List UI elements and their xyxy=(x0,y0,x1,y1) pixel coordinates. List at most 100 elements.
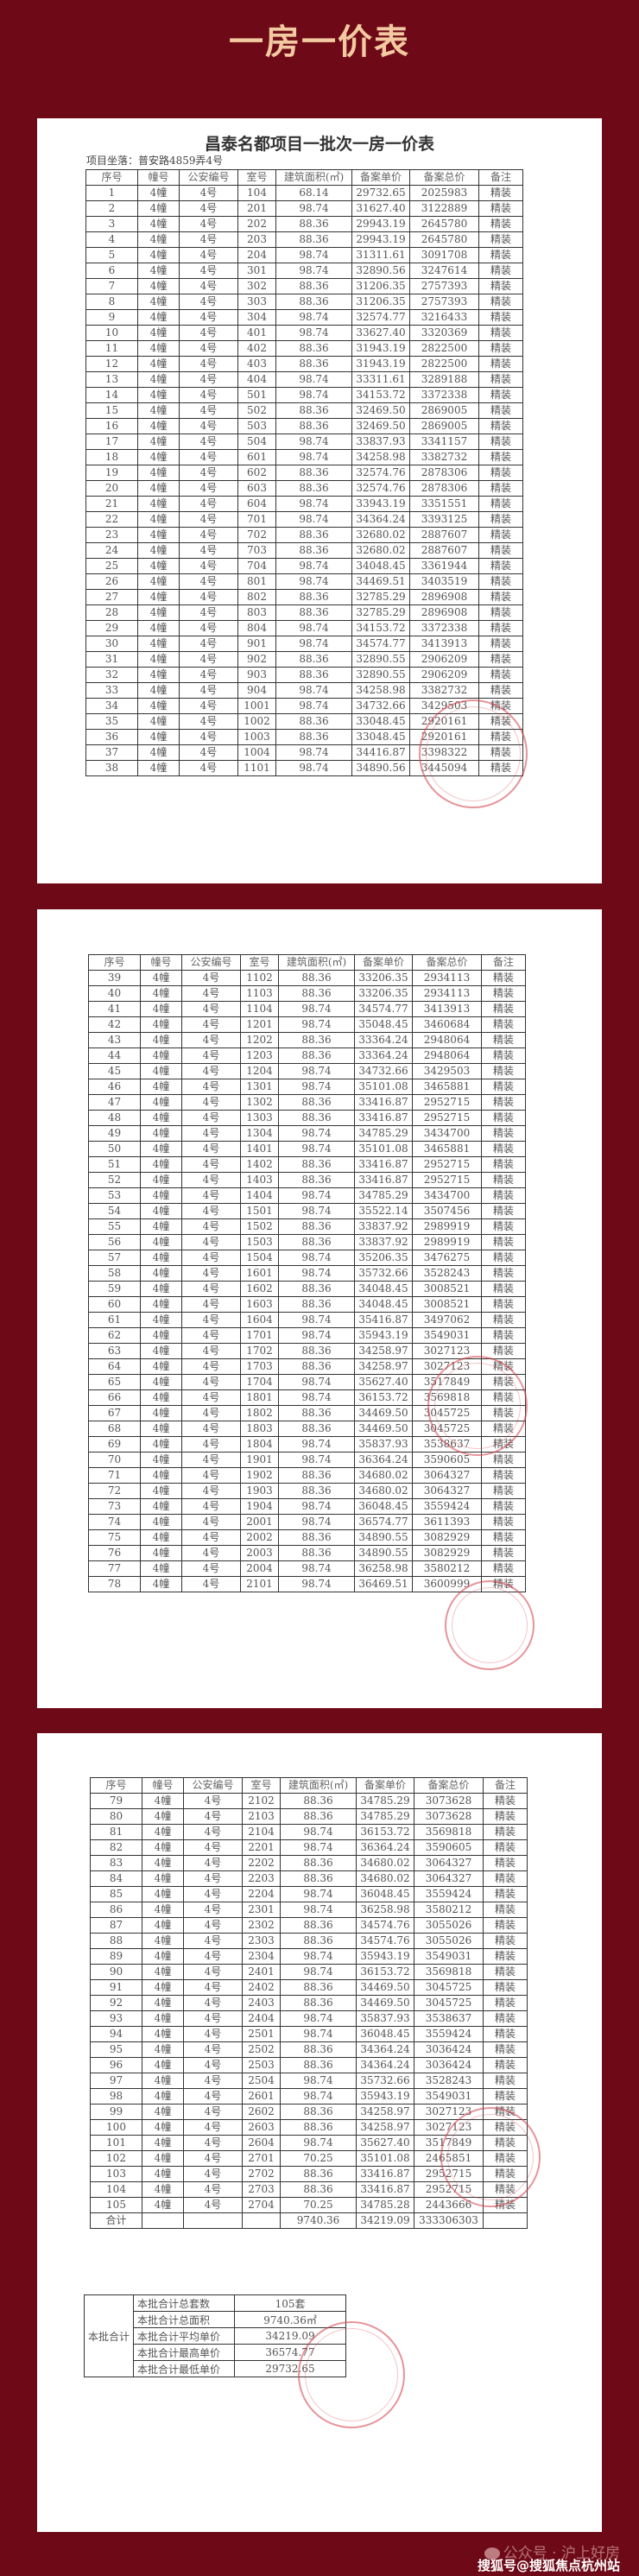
cell-area: 98.74 xyxy=(275,698,352,714)
cell-unit-price: 31206.35 xyxy=(351,278,410,294)
cell-police-no: 4号 xyxy=(179,651,238,668)
cell-total-price: 3559424 xyxy=(414,2026,484,2042)
cell-building: 4幢 xyxy=(140,1498,182,1515)
cell-seq: 72 xyxy=(88,1483,141,1499)
cell-room: 501 xyxy=(237,387,276,403)
cell-seq: 8 xyxy=(85,294,138,310)
cell-police-no: 4号 xyxy=(179,465,238,481)
table-row: 86 4幢 4号 2301 98.74 36258.98 3580212 精装 xyxy=(90,1902,528,1918)
cell-area: 88.36 xyxy=(278,1281,355,1297)
cell-note: 精装 xyxy=(481,1203,526,1219)
cell-total-price: 3045725 xyxy=(414,1995,484,2011)
cell-area: 98.74 xyxy=(278,1265,355,1282)
cell-police-no: 4号 xyxy=(181,1250,241,1266)
cell-police-no: 4号 xyxy=(183,1917,243,1934)
cell-note: 精装 xyxy=(481,1001,526,1017)
column-header-total-price: 备案总价 xyxy=(414,1777,484,1794)
cell-total-price: 2906209 xyxy=(409,667,479,683)
table-row: 71 4幢 4号 1902 88.36 34680.02 3064327 精装 xyxy=(88,1467,526,1484)
cell-area: 98.74 xyxy=(275,200,352,217)
table-row: 11 4幢 4号 402 88.36 31943.19 2822500 精装 xyxy=(85,340,523,357)
cell-room: 401 xyxy=(237,325,276,341)
table-row: 77 4幢 4号 2004 98.74 36258.98 3580212 精装 xyxy=(88,1560,526,1577)
cell-area: 98.74 xyxy=(275,263,352,279)
cell-room: 1603 xyxy=(240,1296,279,1313)
cell-police-no: 4号 xyxy=(183,2166,243,2182)
cell-unit-price: 34153.72 xyxy=(351,620,410,636)
cell-police-no: 4号 xyxy=(179,542,238,559)
cell-police-no: 4号 xyxy=(179,231,238,248)
cell-police-no: 4号 xyxy=(181,1343,241,1359)
cell-building: 4幢 xyxy=(142,2181,184,2198)
cell-room: 2603 xyxy=(242,2119,281,2136)
cell-area: 98.74 xyxy=(280,1902,357,1918)
cell-police-no: 4号 xyxy=(179,620,238,636)
cell-building: 4幢 xyxy=(140,1389,182,1406)
cell-room: 2103 xyxy=(242,1808,281,1825)
cell-police-no: 4号 xyxy=(179,636,238,652)
cell-room: 1404 xyxy=(240,1187,279,1204)
cell-note: 精装 xyxy=(478,449,523,465)
cell-police-no: 4号 xyxy=(181,1312,241,1328)
cell-note: 精装 xyxy=(483,2073,528,2089)
table-row: 55 4幢 4号 1502 88.36 33837.92 2989919 精装 xyxy=(88,1218,526,1235)
cell-area: 70.25 xyxy=(280,2197,357,2213)
cell-police-no: 4号 xyxy=(181,1265,241,1282)
cell-unit-price: 34364.24 xyxy=(356,2057,414,2073)
cell-building: 4幢 xyxy=(140,1483,182,1499)
cell-seq: 19 xyxy=(85,465,138,481)
cell-building: 4幢 xyxy=(142,2166,184,2182)
cell-note: 精装 xyxy=(478,682,523,699)
cell-total-price: 3351551 xyxy=(409,496,479,512)
cell-unit-price: 35943.19 xyxy=(356,2088,414,2104)
cell-area: 88.36 xyxy=(275,604,352,621)
cell-building: 4幢 xyxy=(137,325,180,341)
cell-seq: 70 xyxy=(88,1452,141,1468)
cell-seq: 71 xyxy=(88,1467,141,1484)
cell-police-no xyxy=(183,2212,243,2229)
cell-unit-price: 32890.56 xyxy=(351,263,410,279)
table-row: 101 4幢 4号 2604 98.74 35627.40 3517849 精装 xyxy=(90,2135,528,2151)
cell-area: 98.74 xyxy=(275,325,352,341)
cell-police-no: 4号 xyxy=(181,1389,241,1406)
cell-seq: 62 xyxy=(88,1327,141,1344)
table-row: 46 4幢 4号 1301 98.74 35101.08 3465881 精装 xyxy=(88,1079,526,1095)
cell-area: 88.36 xyxy=(275,527,352,543)
cell-unit-price: 35943.19 xyxy=(354,1327,413,1344)
cell-police-no: 4号 xyxy=(179,418,238,434)
cell-seq: 25 xyxy=(85,558,138,574)
cell-room: 1301 xyxy=(240,1079,279,1095)
cell-unit-price: 34785.29 xyxy=(354,1125,413,1142)
cell-room: 2604 xyxy=(242,2135,281,2151)
cell-unit-price: 34048.45 xyxy=(354,1281,413,1297)
cell-seq: 105 xyxy=(90,2197,142,2213)
table-row: 7 4幢 4号 302 88.36 31206.35 2757393 精装 xyxy=(85,278,523,294)
cell-seq: 1 xyxy=(85,185,138,201)
cell-total-price: 3549031 xyxy=(414,2088,484,2104)
cell-area: 88.36 xyxy=(275,651,352,668)
cell-unit-price: 34680.02 xyxy=(354,1467,413,1484)
cell-seq: 78 xyxy=(88,1576,141,1592)
cell-total-price: 3611393 xyxy=(412,1514,482,1530)
cell-police-no: 4号 xyxy=(181,1172,241,1188)
cell-seq: 85 xyxy=(90,1886,142,1902)
cell-seq: 52 xyxy=(88,1172,141,1188)
cell-note: 精装 xyxy=(478,667,523,683)
table-row: 28 4幢 4号 803 88.36 32785.29 2896908 精装 xyxy=(85,604,523,621)
cell-building: 4幢 xyxy=(140,1529,182,1546)
cell-room: 1703 xyxy=(240,1358,279,1375)
cell-unit-price: 36469.51 xyxy=(354,1576,413,1592)
cell-police-no: 4号 xyxy=(179,263,238,279)
cell-police-no: 4号 xyxy=(183,1793,243,1809)
cell-area: 88.36 xyxy=(278,1094,355,1111)
column-header-unit-price: 备案单价 xyxy=(356,1777,414,1794)
table-row: 1 4幢 4号 104 68.14 29732.65 2025983 精装 xyxy=(85,185,523,201)
cell-room: 1804 xyxy=(240,1436,279,1453)
cell-unit-price: 34258.97 xyxy=(356,2119,414,2136)
cell-area: 98.74 xyxy=(275,760,352,776)
table-row: 49 4幢 4号 1304 98.74 34785.29 3434700 精装 xyxy=(88,1125,526,1142)
cell-total-price: 333306303 xyxy=(414,2212,484,2229)
cell-area: 98.74 xyxy=(275,247,352,263)
column-header-note: 备注 xyxy=(478,169,523,186)
column-header-total-price: 备案总价 xyxy=(412,954,482,971)
